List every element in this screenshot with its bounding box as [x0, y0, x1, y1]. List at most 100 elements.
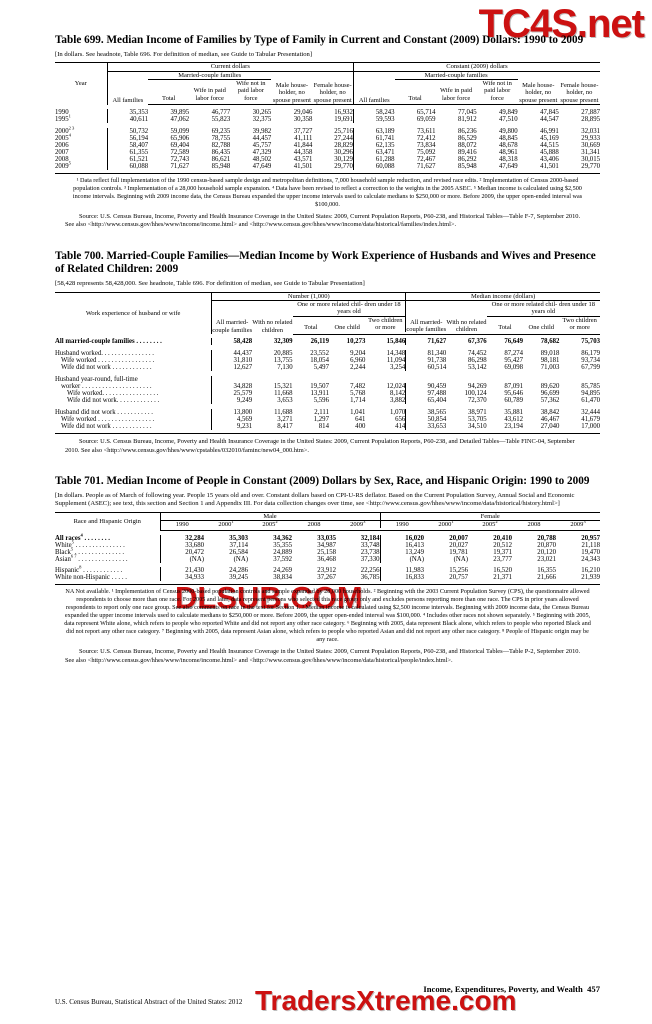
- cell: 67,799: [581, 364, 600, 372]
- cell: 24,343: [581, 555, 600, 563]
- table-699-bottom-rule: [55, 169, 600, 174]
- table-699-headnote: [In dollars. See headnote, Table 696. Fo…: [55, 50, 313, 58]
- cell: 46,777: [211, 108, 231, 116]
- row-label: Hispanic: [55, 566, 80, 574]
- row-label: Wife worked . . . . . . . . . . . . . . …: [55, 357, 213, 365]
- cell: (NA): [233, 555, 248, 563]
- cell: 6,960: [350, 357, 366, 365]
- page-number: 457: [587, 984, 600, 994]
- cell: 19,691: [312, 115, 354, 123]
- cell: 13,800: [233, 409, 253, 417]
- row-label-sup: 5: [71, 539, 74, 545]
- cell: 69,235: [211, 127, 231, 135]
- cell: 74,452: [467, 350, 487, 358]
- table-700-col-twoplus-2: Two children or more: [562, 316, 597, 332]
- cell: 59,099: [170, 127, 190, 135]
- cell: 86,292: [457, 155, 477, 163]
- cell: 86,298: [467, 357, 487, 365]
- table-row: 2008 61,521 72,743 86,621 48,502 43,571 …: [55, 155, 600, 163]
- cell: 63,189: [375, 127, 395, 135]
- table-699-footnotes: ¹ Data reflect full implementation of th…: [72, 176, 583, 208]
- cell: 77,045: [457, 108, 477, 116]
- cell: 47,329: [252, 148, 272, 156]
- cell: 27,887: [581, 108, 600, 116]
- cell: 55,823: [211, 115, 231, 123]
- table-700-headnote: [58,428 represents 58,428,000. See headn…: [55, 280, 365, 288]
- row-year: 2007: [55, 148, 69, 156]
- cell: 20,870: [537, 541, 556, 549]
- cell: 86,435: [211, 148, 231, 156]
- row-year: 2009: [55, 162, 69, 170]
- cell: 11,668: [274, 390, 293, 398]
- cell: 30,296: [312, 148, 354, 156]
- table-701-title: Table 701. Median Income of People in Co…: [55, 474, 590, 487]
- cell: 20,007: [449, 534, 468, 542]
- row-leader: . . . . . . . .: [82, 534, 110, 542]
- cell: 62,135: [375, 141, 395, 149]
- col-year-sup: 2: [495, 518, 498, 524]
- table-701-source: Source: U.S. Census Bureau, Income, Pove…: [65, 648, 581, 664]
- cell: 28,829: [312, 141, 354, 149]
- table-699-group-header-row: Year Current dollars Constant (2009) dol…: [55, 62, 600, 105]
- cell: 85,785: [581, 383, 600, 391]
- cell: 13,911: [310, 390, 329, 398]
- row-label-sup: 5: [70, 546, 74, 552]
- cell: 47,649: [252, 162, 272, 170]
- cell: 45,757: [252, 141, 272, 149]
- cell: 44,437: [233, 350, 253, 358]
- cell: 11,094: [365, 357, 407, 365]
- cell: 1,041: [350, 409, 366, 417]
- cell: 56,194: [129, 134, 149, 142]
- cell: 58,407: [129, 141, 149, 149]
- cell: 32,309: [273, 338, 293, 346]
- cell: 48,678: [499, 141, 518, 149]
- cell: 3,271: [277, 416, 293, 424]
- cell: 82,788: [211, 141, 231, 149]
- table-701-colhead-row: 1990 20001 20052 2008 20093 1990 20001 2…: [55, 518, 600, 529]
- table-700-stub-header: Work experience of husband or wife: [85, 309, 181, 317]
- table-699-subgroup-married-1: Married-couple families: [148, 71, 272, 80]
- cell: 69,098: [504, 364, 524, 372]
- cell: 37,114: [229, 541, 248, 549]
- table-699-col-year: Year: [74, 80, 87, 88]
- cell: 41,501: [293, 162, 313, 170]
- row-label: Husband year-round, full-time: [55, 376, 213, 384]
- row-leader: . . . . . . . . . . . . . . .: [73, 541, 125, 549]
- table-row: 1990 35,353 39,895 46,777 30,265 29,046 …: [55, 108, 600, 116]
- cell: 61,521: [129, 155, 149, 163]
- cell: 72,467: [416, 155, 436, 163]
- table-700-col-twoplus-1: Two children or more: [365, 316, 407, 332]
- cell: 34,362: [273, 534, 292, 542]
- table-699-col-male-hh-2: Male house- holder, no spouse present: [519, 81, 558, 104]
- table-700-col-onechild-1: One child: [334, 324, 360, 332]
- cell: 65,404: [427, 397, 447, 405]
- table-700-col-all-2: All married- couple families: [406, 318, 447, 334]
- row-year: 2000: [55, 127, 69, 135]
- cell: 44,515: [540, 141, 559, 149]
- table-700-sub-children-1: One or more related chil- dren under 18 …: [292, 300, 407, 317]
- col-year-sup: 3: [583, 518, 586, 524]
- table-row: White5 . . . . . . . . . . . . . . . 33,…: [55, 539, 600, 549]
- cell: 50,854: [427, 416, 447, 424]
- cell: 34,828: [233, 383, 253, 391]
- col-year: 2005: [482, 520, 496, 528]
- cell: 50,732: [129, 127, 149, 135]
- cell: 23,777: [493, 555, 512, 563]
- row-leader: . . . . .: [109, 573, 127, 581]
- cell: 23,194: [504, 423, 524, 431]
- col-year-sup: 1: [231, 518, 234, 524]
- cell: 60,088: [375, 162, 395, 170]
- table-701-rule-row: [55, 528, 600, 532]
- cell: 20,027: [449, 541, 468, 549]
- cell: 34,510: [467, 423, 487, 431]
- cell: 38,971: [467, 409, 487, 417]
- table-701-bottom-rule: [55, 580, 600, 585]
- table-700-title: Table 700. Married-Couple Families—Media…: [55, 249, 596, 276]
- table-row-section: Husband year-round, full-time: [55, 376, 600, 384]
- cell: 33,035: [317, 534, 336, 542]
- cell: 20,885: [273, 350, 293, 358]
- cell: (NA): [453, 555, 468, 563]
- cell: 41,111: [294, 134, 313, 142]
- cell: 29,046: [293, 108, 313, 116]
